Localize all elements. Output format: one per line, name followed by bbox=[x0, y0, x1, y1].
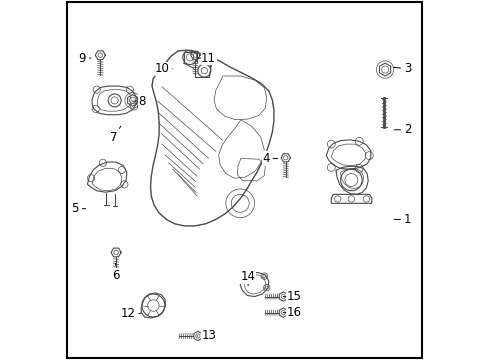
Text: 13: 13 bbox=[197, 329, 216, 342]
Text: 15: 15 bbox=[283, 290, 301, 303]
Text: 2: 2 bbox=[393, 123, 410, 136]
Text: 6: 6 bbox=[111, 263, 119, 282]
Text: 12: 12 bbox=[120, 307, 140, 320]
Text: 1: 1 bbox=[393, 213, 410, 226]
Text: 8: 8 bbox=[132, 95, 146, 108]
Text: 3: 3 bbox=[393, 62, 410, 75]
Text: 5: 5 bbox=[71, 202, 85, 215]
Text: 9: 9 bbox=[79, 51, 91, 64]
Text: 11: 11 bbox=[198, 51, 216, 64]
Text: 10: 10 bbox=[154, 62, 173, 75]
Text: 14: 14 bbox=[240, 270, 255, 286]
Text: 16: 16 bbox=[283, 306, 301, 319]
Text: 4: 4 bbox=[262, 152, 277, 165]
Text: 7: 7 bbox=[110, 126, 121, 144]
